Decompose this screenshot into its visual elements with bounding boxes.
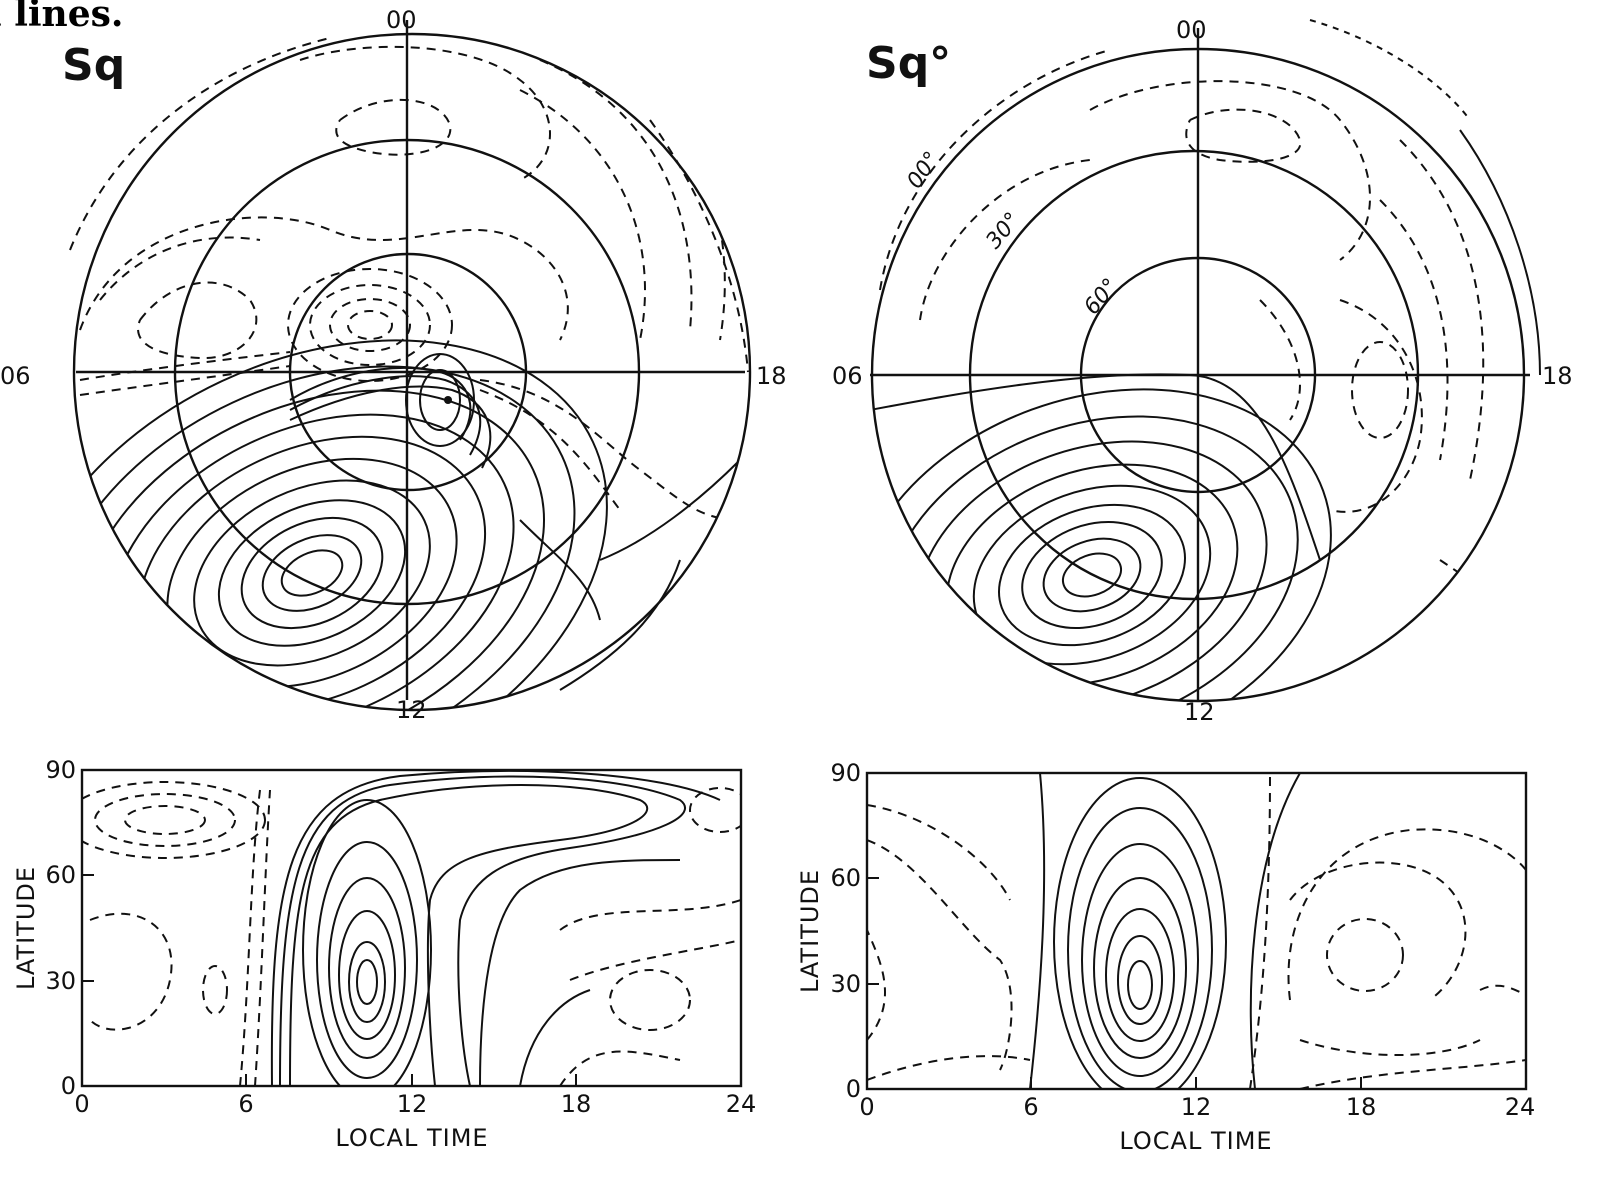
sq-rect-xlabel: LOCAL TIME xyxy=(335,1124,488,1152)
sq-rect-xtick-6: 6 xyxy=(238,1090,253,1118)
sq-equator-circle xyxy=(72,32,752,712)
sq-focus-dot xyxy=(444,396,452,404)
sq0-lat-label-30: 30° xyxy=(981,208,1025,254)
sq0-panel-title: Sq° xyxy=(866,38,951,89)
sq-rect-ytick-0: 0 xyxy=(61,1072,76,1100)
caption-fragment: l lines. xyxy=(0,0,123,35)
sq0-polar-panel: Sq° 00 06 18 12 00° 30° 60° xyxy=(832,16,1573,726)
sq-rect-ticks xyxy=(82,874,577,1086)
sq0-hour-18: 18 xyxy=(1542,362,1573,390)
sq-rect-ytick-30: 30 xyxy=(45,967,76,995)
sq0-lat-label-60: 60° xyxy=(1079,274,1123,320)
sq-panel-title: Sq xyxy=(62,40,125,91)
sq-rect-xtick-12: 12 xyxy=(397,1090,428,1118)
sq0-rect-ytick-60: 60 xyxy=(830,864,861,892)
sq0-rect-ytick-0: 0 xyxy=(846,1075,861,1103)
sq-rect-xtick-24: 24 xyxy=(726,1090,757,1118)
sq0-rect-xtick-6: 6 xyxy=(1023,1093,1038,1121)
sq-rect-xtick-18: 18 xyxy=(561,1090,592,1118)
sq-hour-18: 18 xyxy=(756,362,787,390)
sq0-rect-xtick-0: 0 xyxy=(859,1093,874,1121)
sq0-rect-ticks xyxy=(867,877,1362,1089)
sq0-rect-dashed-cells xyxy=(867,773,1526,1089)
sq0-rect-xtick-12: 12 xyxy=(1181,1093,1212,1121)
sq-rect-xtick-0: 0 xyxy=(74,1090,89,1118)
sq-hour-00: 00 xyxy=(386,6,417,34)
sq-dusk-solid-arcs xyxy=(519,459,741,621)
sq0-day-vortex xyxy=(872,373,1332,701)
sq-polar-solid-swirl xyxy=(289,353,492,469)
sq-rect-day-vortex xyxy=(270,770,721,1086)
sq0-rect-ytick-90: 90 xyxy=(830,759,861,787)
sq-rect-panel: 0 6 12 18 24 0 30 60 90 LOCAL TIME LATIT… xyxy=(12,756,756,1152)
sq-night-dashed-cells xyxy=(79,39,741,521)
sq0-rect-xtick-18: 18 xyxy=(1346,1093,1377,1121)
sq-hour-06: 06 xyxy=(0,362,31,390)
sq-rect-ytick-60: 60 xyxy=(45,861,76,889)
sq0-hour-00: 00 xyxy=(1176,16,1207,44)
sq-rect-ylabel: LATITUDE xyxy=(12,866,40,990)
sq0-rect-xtick-24: 24 xyxy=(1505,1093,1536,1121)
sq0-rect-day-vortex xyxy=(1029,773,1301,1089)
sq0-rect-panel: 0 6 12 18 24 0 30 60 90 LOCAL TIME LATIT… xyxy=(796,759,1535,1155)
sq-outer-flow xyxy=(69,37,749,691)
sq0-outer-flow xyxy=(879,19,1541,376)
sq0-hour-12: 12 xyxy=(1184,698,1215,726)
sq0-lat-label-0: 00° xyxy=(902,147,945,193)
sq0-rect-ylabel: LATITUDE xyxy=(796,869,824,993)
sq-day-vortex xyxy=(74,339,608,710)
sq0-hour-06: 06 xyxy=(832,362,863,390)
sq-rect-ytick-90: 90 xyxy=(45,756,76,784)
sq-rect-dashed-cells xyxy=(82,781,741,1086)
sq-polar-panel: Sq 00 06 18 12 xyxy=(0,6,787,724)
sq0-rect-ytick-30: 30 xyxy=(830,970,861,998)
sq0-rect-xlabel: LOCAL TIME xyxy=(1119,1127,1272,1155)
